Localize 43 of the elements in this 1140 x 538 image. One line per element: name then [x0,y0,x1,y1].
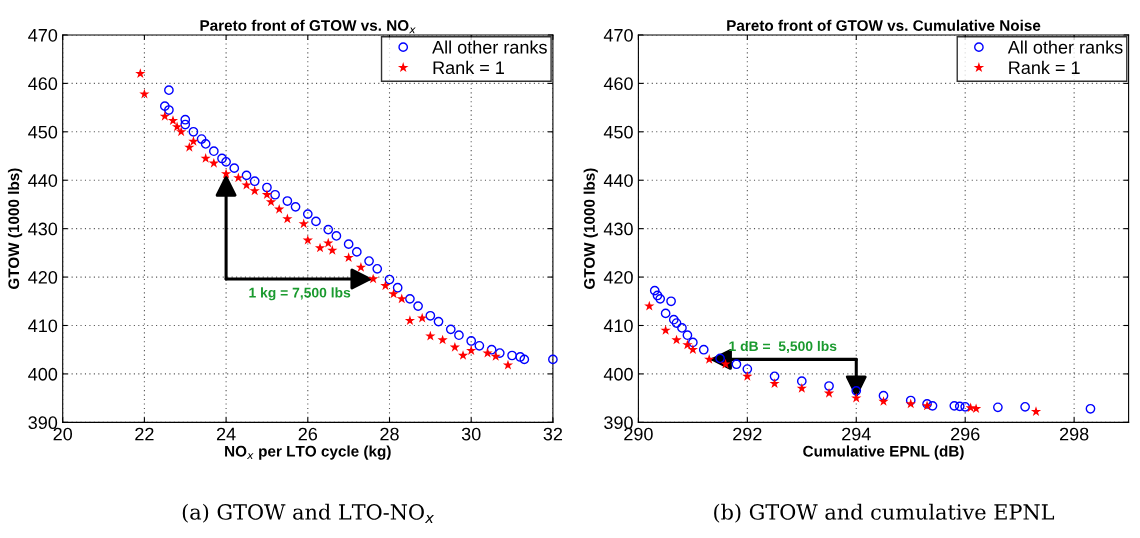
x-tick-label: 28 [380,427,399,441]
legend-label: Rank = 1 [1009,60,1080,75]
y-tick-label: 420 [603,271,633,284]
y-tick-label: 430 [603,222,633,236]
x-axis-title: Cumulative EPNL (dB) [803,445,964,460]
x-tick-label: 32 [543,427,563,441]
y-tick-label: 390 [604,416,633,430]
y-tick-label: 400 [603,367,633,381]
y-tick-label: 450 [603,125,633,139]
x-tick-label: 22 [135,427,154,441]
x-tick-label: 290 [624,427,653,441]
y-tick-label: 400 [28,367,58,381]
y-tick-label: 470 [603,28,633,42]
annotation: 1 dB = 5,500 lbs [729,340,837,354]
x-tick-label: 20 [53,427,73,441]
annotation: 1 kg = 7,500 lbs [249,287,351,301]
y-axis-title: GTOW (1000 lbs) [583,168,598,290]
x-axis-title: NO$_{x}$ per LTO cycle (kg) [225,445,391,460]
legend-label: All other ranks [432,40,547,54]
x-tick-label: 296 [951,427,980,441]
x-tick-label: 294 [842,427,871,441]
chart-title: Pareto front of GTOW vs. Cumulative Noise [727,19,1041,31]
y-tick-label: 410 [603,319,633,333]
legend-label: All other ranks [1007,40,1123,54]
legend-label: Rank = 1 [433,60,504,75]
text: (b) GTOW and cumulative EPNL [714,503,1055,523]
x-tick-label: 30 [461,427,481,441]
y-axis-title: GTOW (1000 lbs) [7,168,23,290]
chart-title: Pareto front of GTOW vs. NO$_{x}$ [200,19,416,34]
x-tick-label: 26 [298,427,318,441]
y-tick-label: 430 [28,222,58,236]
text: (a) GTOW and LTO-NO$_{x}$ [182,503,434,523]
y-tick-label: 460 [603,77,633,91]
y-tick-label: 450 [28,125,58,139]
y-tick-label: 420 [28,271,58,284]
y-tick-label: 470 [28,28,58,42]
y-tick-label: 460 [28,77,58,91]
x-tick-label: 298 [1059,427,1089,441]
x-tick-label: 292 [733,427,762,441]
y-tick-label: 410 [28,319,58,333]
y-tick-label: 440 [603,174,633,187]
y-tick-label: 440 [28,174,58,187]
x-tick-label: 24 [216,427,236,441]
